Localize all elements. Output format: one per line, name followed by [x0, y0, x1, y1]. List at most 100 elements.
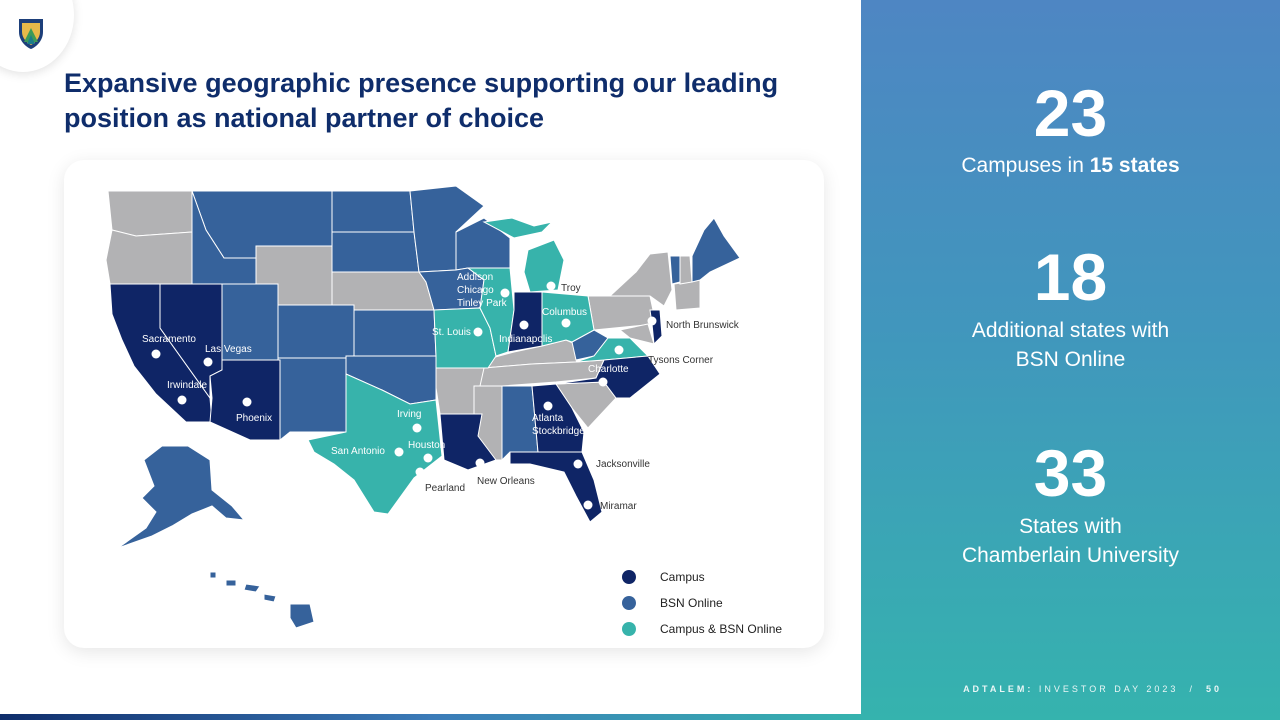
stat-chamberlain-states-line1: States with — [1019, 515, 1122, 538]
city-label-chicago: Chicago — [457, 285, 494, 296]
legend-item-campus-bsn-online: Campus & BSN Online — [622, 616, 782, 642]
city-label-atlanta: Atlanta — [532, 413, 564, 424]
state-nebraska — [331, 271, 435, 311]
stat-campuses-desc-bold: 15 states — [1089, 154, 1180, 177]
legend-item-bsn-online: BSN Online — [622, 590, 782, 616]
city-label-troy: Troy — [561, 283, 581, 294]
state-florida — [509, 451, 603, 523]
state-new-hampshire — [679, 255, 693, 285]
city-dot-sacramento — [151, 349, 161, 359]
footer-brand: ADTALEM: — [963, 684, 1034, 694]
state-vermont — [669, 255, 681, 285]
state-alaska — [117, 445, 246, 549]
state-north-dakota — [331, 190, 415, 233]
bottom-accent-bar — [0, 714, 861, 720]
legend-swatch-campus-bsn-online — [622, 622, 636, 636]
stat-campuses-desc: Campuses in 15 states — [861, 151, 1280, 180]
stat-chamberlain-states: 33 States with Chamberlain University — [861, 438, 1280, 570]
city-label-columbus: Columbus — [542, 307, 587, 318]
state-texas — [307, 373, 443, 515]
stat-chamberlain-states-number: 33 — [1033, 436, 1108, 510]
state-michigan-up — [482, 217, 554, 239]
city-labels: Sacramento Las Vegas Irwindale Phoenix I… — [142, 272, 740, 512]
state-north-carolina — [555, 355, 661, 399]
city-dot-chicago — [500, 288, 510, 298]
state-new-york — [608, 251, 673, 307]
city-label-addison: Addison — [457, 272, 493, 283]
city-dot-st-louis — [473, 327, 483, 337]
stat-campuses: 23 Campuses in 15 states — [861, 78, 1280, 180]
city-dot-indianapolis — [519, 320, 529, 330]
legend-label-campus-bsn-online: Campus & BSN Online — [660, 622, 783, 636]
city-dot-houston — [423, 453, 433, 463]
city-dot-phoenix — [242, 397, 252, 407]
city-dot-irwindale — [177, 395, 187, 405]
stat-bsn-states: 18 Additional states with BSN Online — [861, 242, 1280, 374]
city-label-jacksonville: Jacksonville — [596, 459, 650, 470]
city-dot-las-vegas — [203, 357, 213, 367]
city-dot-troy — [546, 281, 556, 291]
map-card: Sacramento Las Vegas Irwindale Phoenix I… — [64, 160, 824, 648]
footer-page-number: 50 — [1205, 684, 1222, 694]
stat-bsn-states-line1: Additional states with — [971, 319, 1170, 342]
stats-panel: 23 Campuses in 15 states 18 Additional s… — [861, 0, 1280, 720]
city-dot-atlanta — [543, 401, 553, 411]
city-label-tinley-park: Tinley Park — [457, 298, 508, 309]
city-label-stockbridge: Stockbridge — [532, 426, 585, 437]
city-label-las-vegas: Las Vegas — [205, 344, 252, 355]
state-colorado — [277, 304, 355, 359]
logo-shield-icon — [19, 19, 43, 49]
city-label-sacramento: Sacramento — [142, 334, 196, 345]
stat-campuses-desc-prefix: Campuses in — [961, 154, 1090, 177]
city-label-tysons-corner: Tysons Corner — [648, 355, 714, 366]
state-kansas — [353, 309, 437, 357]
city-label-north-brunswick: North Brunswick — [666, 320, 740, 331]
city-label-indianapolis: Indianapolis — [499, 334, 552, 345]
state-hawaii — [209, 571, 315, 629]
legend-swatch-bsn-online — [622, 596, 636, 610]
legend-swatch-campus — [622, 570, 636, 584]
logo-circle — [0, 0, 74, 72]
city-markers — [151, 281, 657, 510]
city-dot-san-antonio — [394, 447, 404, 457]
city-label-irwindale: Irwindale — [167, 380, 207, 391]
city-dot-pearland — [415, 467, 425, 477]
stat-campuses-number: 23 — [1033, 76, 1108, 150]
city-label-phoenix: Phoenix — [236, 413, 272, 424]
state-washington — [107, 190, 193, 237]
city-label-charlotte: Charlotte — [588, 364, 629, 375]
footer: ADTALEM: INVESTOR DAY 2023 / 50 — [963, 684, 1222, 694]
city-label-irving: Irving — [397, 409, 421, 420]
city-label-new-orleans: New Orleans — [477, 476, 535, 487]
state-south-dakota — [331, 231, 420, 273]
stat-bsn-states-number: 18 — [1033, 240, 1108, 314]
state-oregon — [105, 229, 193, 285]
legend-label-campus: Campus — [660, 570, 705, 584]
city-dot-charlotte — [598, 377, 608, 387]
city-label-miramar: Miramar — [600, 501, 637, 512]
city-label-houston: Houston — [408, 440, 445, 451]
footer-separator: / — [1189, 684, 1195, 694]
state-maine — [691, 217, 741, 283]
stat-bsn-states-line2: BSN Online — [1015, 348, 1126, 371]
state-michigan — [523, 239, 565, 293]
us-map: Sacramento Las Vegas Irwindale Phoenix I… — [105, 185, 741, 629]
city-dot-miramar — [583, 500, 593, 510]
state-new-mexico — [277, 357, 347, 442]
city-label-st-louis: St. Louis — [432, 327, 471, 338]
city-dot-columbus — [561, 318, 571, 328]
city-label-pearland: Pearland — [425, 483, 465, 494]
state-louisiana — [439, 413, 497, 471]
legend-label-bsn-online: BSN Online — [660, 596, 723, 610]
city-dot-jacksonville — [573, 459, 583, 469]
footer-event: INVESTOR DAY 2023 — [1033, 684, 1179, 694]
map-legend: Campus BSN Online Campus & BSN Online — [622, 564, 782, 642]
page-title: Expansive geographic presence supporting… — [64, 68, 779, 133]
city-dot-irving — [412, 423, 422, 433]
city-dot-north-brunswick — [647, 316, 657, 326]
city-dot-tysons-corner — [614, 345, 624, 355]
state-new-england — [673, 279, 701, 311]
legend-item-campus: Campus — [622, 564, 782, 590]
stat-chamberlain-states-line2: Chamberlain University — [961, 544, 1180, 567]
city-dot-new-orleans — [475, 458, 485, 468]
